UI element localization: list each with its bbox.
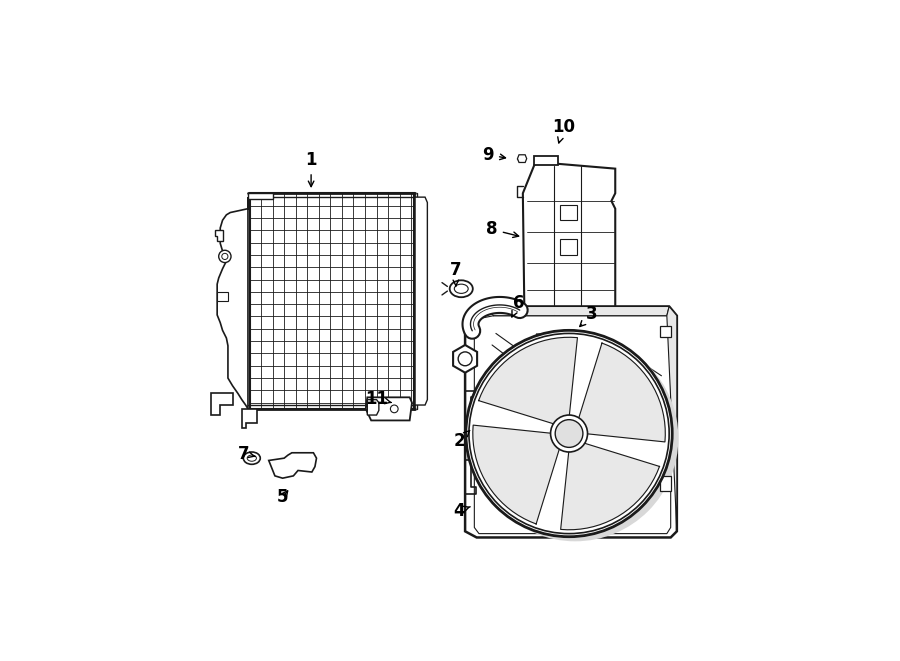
Polygon shape [560,205,577,220]
Polygon shape [535,156,557,165]
Polygon shape [518,155,526,163]
Text: 5: 5 [277,488,288,506]
Ellipse shape [248,455,256,461]
Polygon shape [535,334,552,350]
Circle shape [221,253,228,260]
Text: 12: 12 [0,660,1,661]
Text: 8: 8 [486,221,518,239]
Polygon shape [215,230,222,241]
Circle shape [391,405,398,412]
Text: 1: 1 [305,151,317,186]
Polygon shape [217,292,228,301]
Text: 4: 4 [453,502,470,520]
Ellipse shape [454,284,468,293]
Circle shape [551,415,588,452]
Text: 7: 7 [238,445,256,463]
Polygon shape [367,400,379,415]
Polygon shape [211,393,232,415]
Text: 10: 10 [553,118,575,143]
Polygon shape [484,307,669,316]
Polygon shape [249,193,413,409]
Ellipse shape [450,280,472,297]
Text: 11: 11 [365,390,391,408]
Polygon shape [415,197,428,405]
Text: 2: 2 [453,430,470,450]
Polygon shape [465,307,677,537]
Polygon shape [453,345,477,373]
Polygon shape [578,343,665,442]
Polygon shape [479,337,578,424]
Text: 6: 6 [512,293,525,317]
Circle shape [555,420,583,447]
Circle shape [219,251,231,262]
Text: 7: 7 [450,261,462,286]
Polygon shape [472,425,560,524]
Polygon shape [667,307,677,531]
Text: 3: 3 [580,305,598,327]
Circle shape [472,335,679,541]
Polygon shape [242,409,257,428]
Polygon shape [660,476,670,491]
Polygon shape [560,239,577,255]
Polygon shape [365,397,412,420]
Polygon shape [660,326,670,337]
Ellipse shape [243,452,260,464]
Circle shape [469,333,670,533]
Polygon shape [523,163,616,334]
Polygon shape [561,442,660,529]
Circle shape [458,352,472,366]
Polygon shape [269,453,317,478]
Circle shape [466,330,672,537]
Text: 9: 9 [482,146,506,164]
Polygon shape [217,197,248,409]
Polygon shape [248,193,273,200]
